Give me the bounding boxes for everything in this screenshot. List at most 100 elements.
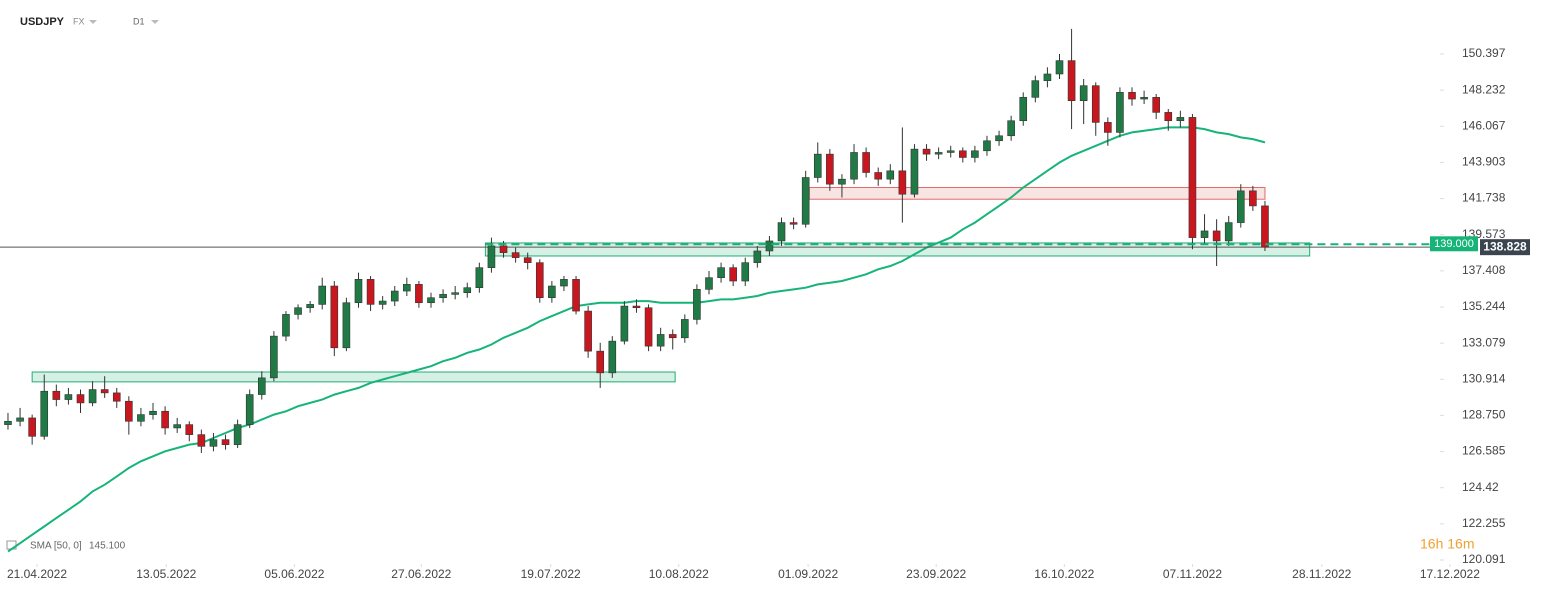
- candle-body: [28, 417, 36, 437]
- level-label-box: [1430, 236, 1478, 252]
- candle-body: [862, 152, 870, 173]
- candle-body: [185, 424, 194, 435]
- zone: [484, 242, 1311, 257]
- x-tick-label: 19.07.2022: [521, 567, 581, 581]
- candle-body: [4, 420, 12, 425]
- candle-body: [112, 392, 121, 402]
- candle-body: [705, 277, 713, 290]
- candle-body: [535, 262, 544, 299]
- candle-body: [16, 417, 24, 422]
- candle-body: [161, 410, 169, 429]
- candle-body: [560, 279, 568, 287]
- candle-body: [971, 150, 979, 158]
- candle-body: [1104, 122, 1112, 133]
- x-tick-label: 13.05.2022: [136, 567, 196, 581]
- y-tick-label: 146.067: [1462, 118, 1506, 132]
- candle-body: [149, 410, 157, 415]
- candle-body: [523, 257, 532, 263]
- candle-body: [64, 394, 73, 400]
- zone: [31, 371, 676, 383]
- candle-body: [1236, 190, 1245, 223]
- y-tick-label: 124.42: [1462, 480, 1499, 494]
- x-tick-label: 21.04.2022: [7, 567, 67, 581]
- x-tick-label: 05.06.2022: [264, 567, 324, 581]
- candle-body: [741, 262, 750, 282]
- candle-body: [342, 302, 351, 349]
- last-price-box: [1480, 239, 1530, 256]
- x-tick-label: 16.10.2022: [1034, 567, 1094, 581]
- candle-body: [753, 250, 762, 263]
- x-tick-label: 10.08.2022: [649, 567, 709, 581]
- candle-body: [1116, 92, 1124, 133]
- candle-body: [693, 289, 701, 320]
- candle-body: [88, 389, 97, 404]
- dropdown-arrow[interactable]: [151, 20, 159, 24]
- x-tick-label: 27.06.2022: [391, 567, 451, 581]
- candle-body: [427, 297, 435, 304]
- candle-body: [644, 307, 653, 347]
- y-tick-label: 143.903: [1462, 155, 1506, 169]
- candle-body: [415, 284, 423, 304]
- market: FX: [73, 16, 85, 26]
- candle-body: [125, 400, 133, 422]
- last-price-label: 138.828: [1483, 239, 1527, 253]
- candle-body: [209, 439, 218, 447]
- dropdown-arrow[interactable]: [89, 20, 97, 24]
- candle-body: [620, 305, 629, 342]
- x-tick-label: 17.12.2022: [1420, 567, 1480, 581]
- candle-body: [511, 252, 520, 258]
- y-tick-label: 148.232: [1462, 82, 1506, 96]
- candle-body: [946, 150, 955, 153]
- candle-body: [378, 300, 387, 305]
- candle-body: [801, 177, 810, 225]
- candle-body: [656, 334, 665, 347]
- timer: 16h 16m: [1420, 536, 1474, 552]
- candle-body: [330, 285, 339, 349]
- candle-body: [1007, 120, 1015, 137]
- candle-body: [668, 334, 677, 339]
- x-tick-label: 23.09.2022: [906, 567, 966, 581]
- y-tick-label: 141.738: [1462, 191, 1506, 205]
- candle-body: [789, 222, 798, 225]
- candle-body: [1164, 112, 1173, 122]
- y-tick-label: 133.079: [1462, 335, 1506, 349]
- y-tick-label: 135.244: [1462, 299, 1506, 313]
- y-tick-label: 150.397: [1462, 46, 1506, 60]
- candle-body: [717, 267, 725, 278]
- candle-body: [1212, 230, 1221, 242]
- candle-body: [76, 394, 85, 404]
- candle-body: [729, 267, 737, 282]
- candle-body: [1176, 117, 1185, 122]
- candle-body: [632, 305, 641, 309]
- indicator-value: 145.100: [89, 541, 126, 552]
- candle-body: [451, 292, 459, 295]
- candle-body: [282, 314, 290, 337]
- candle-body: [813, 153, 822, 178]
- candle-body: [874, 172, 882, 180]
- candle-body: [499, 245, 508, 253]
- candle-body: [1249, 190, 1257, 207]
- candle-body: [40, 390, 49, 437]
- candle-body: [354, 279, 363, 304]
- candle-body: [1091, 85, 1100, 123]
- candle-body: [983, 140, 991, 152]
- candle-body: [1043, 73, 1052, 81]
- candle-body: [1067, 60, 1076, 101]
- candle-body: [475, 267, 484, 288]
- candle-body: [403, 284, 411, 292]
- symbol: USDJPY: [20, 16, 65, 28]
- candle-body: [608, 340, 617, 374]
- x-tick-label: 01.09.2022: [778, 567, 838, 581]
- candle-body: [838, 178, 846, 185]
- candle-body: [572, 279, 580, 312]
- y-tick-label: 122.255: [1462, 516, 1506, 530]
- candle-body: [306, 304, 314, 309]
- candle-body: [197, 434, 206, 447]
- candle-body: [1019, 97, 1028, 122]
- y-tick-label: 126.585: [1462, 444, 1506, 458]
- candle-body: [390, 290, 399, 302]
- candle-body: [1079, 85, 1088, 101]
- candle-body: [995, 135, 1003, 142]
- candle-body: [221, 439, 230, 445]
- candle-body: [1128, 92, 1136, 100]
